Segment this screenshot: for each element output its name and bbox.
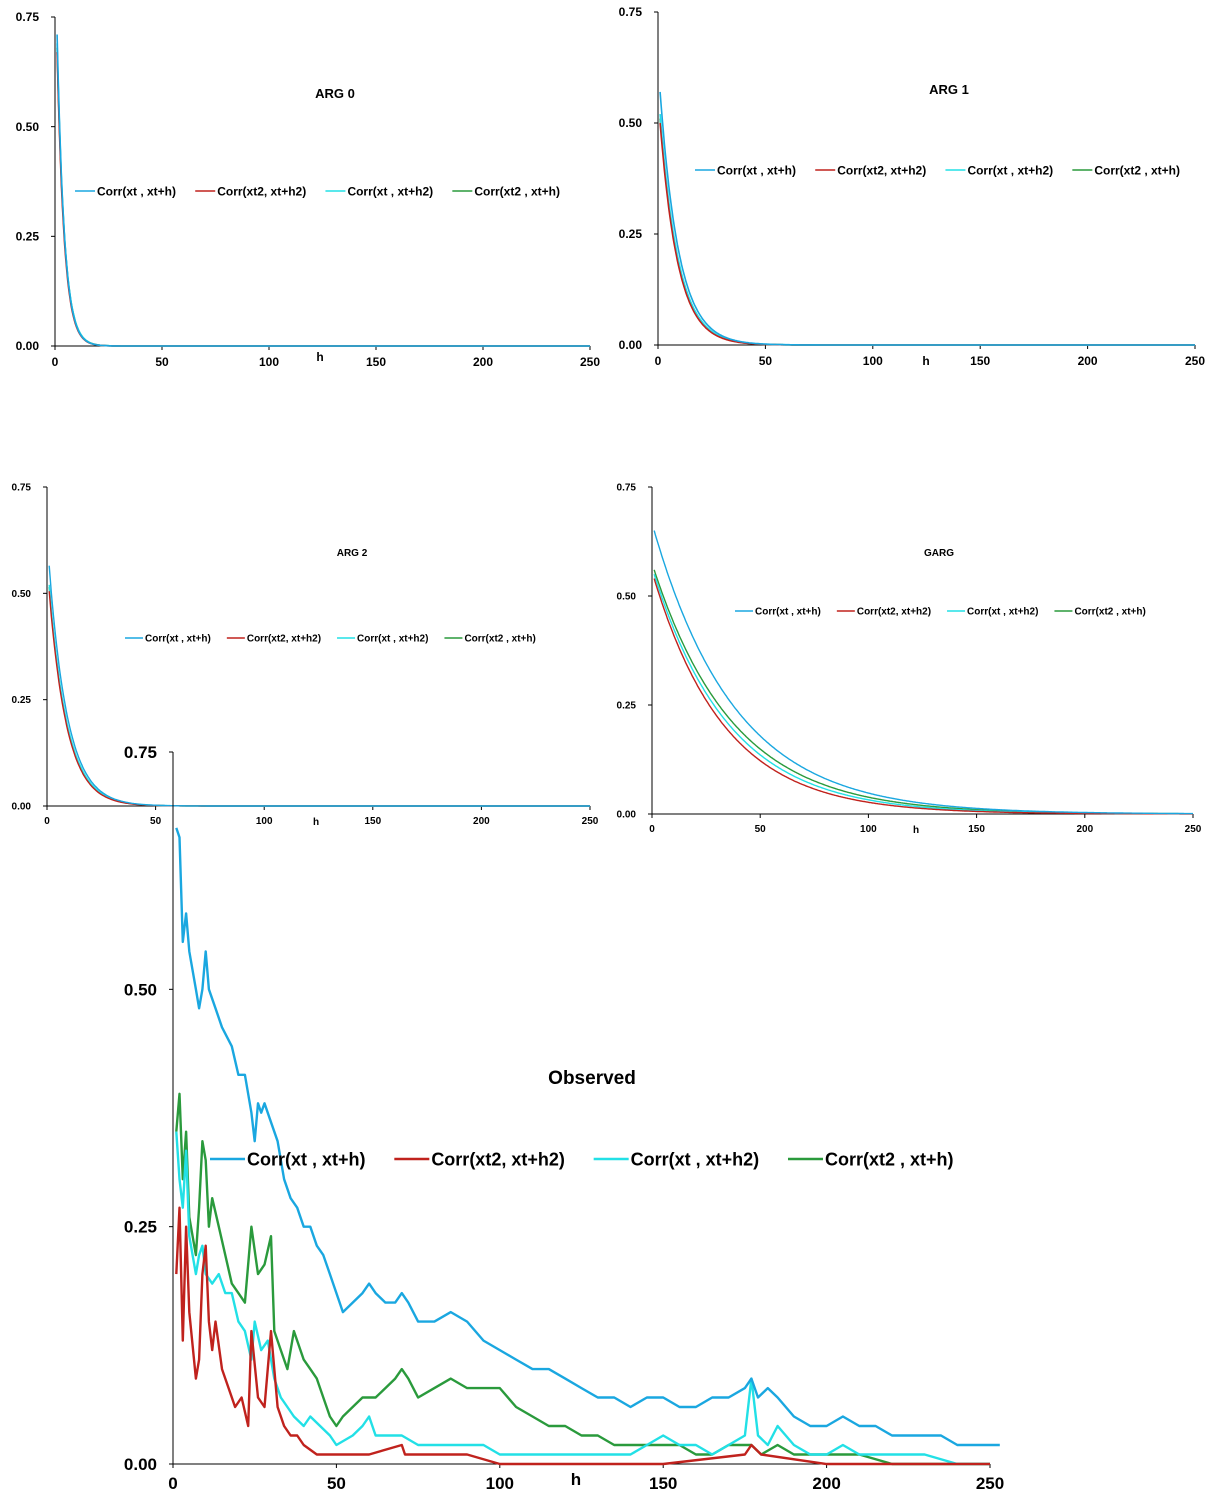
legend-label: Corr(xt2 , xt+h) xyxy=(1074,607,1145,618)
legend-label: Corr(xt2 , xt+h) xyxy=(464,634,535,645)
legend-label: Corr(xt , xt+h) xyxy=(755,607,821,618)
series-line-corr-xt-xt-h xyxy=(48,565,590,807)
y-tick-label: 0.00 xyxy=(16,339,40,353)
y-tick-label: 0.25 xyxy=(16,230,40,244)
x-tick-label: 0 xyxy=(655,354,662,368)
y-tick-label: 0.25 xyxy=(619,227,643,241)
y-tick-label: 0.75 xyxy=(16,10,40,24)
series-line-corr-xt2-xt-h2 xyxy=(653,578,1193,815)
series-line-corr-xt2-xt-h xyxy=(659,118,1195,346)
y-tick-label: 0.75 xyxy=(617,483,637,494)
x-tick-label: 150 xyxy=(364,816,381,827)
y-tick-label: 0.25 xyxy=(124,1218,157,1237)
legend-label: Corr(xt2 , xt+h) xyxy=(474,184,560,198)
y-tick-label: 0.75 xyxy=(124,743,157,762)
chart-garg: 0.00 0.25 0.50 0.75 0 50 100 150 200 250 h GARG Corr… xyxy=(617,483,1202,837)
x-tick-label: 0 xyxy=(168,1474,177,1493)
x-tick-label: 50 xyxy=(755,824,767,835)
x-axis-label: h xyxy=(922,354,929,368)
x-tick-label: 0 xyxy=(649,824,655,835)
x-tick-label: 0 xyxy=(44,816,50,827)
y-tick-label: 0.00 xyxy=(124,1455,157,1474)
series-line-corr-xt2-xt-h xyxy=(175,1092,990,1466)
legend-label: Corr(xt2, xt+h2) xyxy=(431,1149,565,1169)
legend-label: Corr(xt2 , xt+h) xyxy=(1094,163,1180,177)
x-tick-label: 250 xyxy=(580,355,600,369)
y-tick-label: 0.75 xyxy=(12,483,32,494)
legend-label: Corr(xt , xt+h2) xyxy=(967,163,1053,177)
x-tick-label: 100 xyxy=(256,816,273,827)
series-line-corr-xt-xt-h xyxy=(175,827,1000,1447)
x-tick-label: 50 xyxy=(327,1474,346,1493)
y-tick-label: 0.00 xyxy=(617,810,637,821)
x-tick-label: 100 xyxy=(486,1474,514,1493)
series-line-corr-xt-xt-h2 xyxy=(659,114,1195,346)
x-tick-label: 250 xyxy=(1185,824,1202,835)
series-line-corr-xt-xt-h xyxy=(653,530,1193,815)
y-tick-label: 0.75 xyxy=(619,5,643,19)
x-tick-label: 200 xyxy=(1076,824,1093,835)
x-tick-label: 200 xyxy=(1078,354,1098,368)
legend-label: Corr(xt , xt+h) xyxy=(97,184,176,198)
y-tick-label: 0.00 xyxy=(619,338,643,352)
x-tick-label: 200 xyxy=(812,1474,840,1493)
legend-label: Corr(xt , xt+h2) xyxy=(347,184,433,198)
x-tick-label: 50 xyxy=(155,355,169,369)
legend-label: Corr(xt , xt+h2) xyxy=(967,607,1038,618)
chart-arg2: 0.00 0.25 0.50 0.75 0 50 100 150 200 250 h ARG 2 Cor… xyxy=(12,483,599,829)
legend-label: Corr(xt2 , xt+h) xyxy=(825,1149,954,1169)
x-tick-label: 150 xyxy=(649,1474,677,1493)
x-axis-label: h xyxy=(316,350,323,364)
legend-label: Corr(xt , xt+h2) xyxy=(631,1149,760,1169)
series-line-corr-xt2-xt-h2 xyxy=(175,1206,990,1466)
x-axis-label: h xyxy=(913,825,919,836)
x-tick-label: 50 xyxy=(150,816,162,827)
legend-label: Corr(xt2, xt+h2) xyxy=(857,607,931,618)
chart-arg1: 0.00 0.25 0.50 0.75 0 50 100 150 200 250 h ARG 1 Cor… xyxy=(619,5,1206,368)
x-tick-label: 50 xyxy=(759,354,773,368)
y-tick-label: 0.50 xyxy=(16,120,40,134)
y-tick-label: 0.50 xyxy=(619,116,643,130)
y-tick-label: 0.00 xyxy=(12,802,32,813)
chart-observed: 0.00 0.25 0.50 0.75 0 50 100 150 200 250 h Observed… xyxy=(124,743,1004,1493)
chart-title: ARG 1 xyxy=(929,82,969,97)
x-tick-label: 150 xyxy=(366,355,386,369)
legend-label: Corr(xt , xt+h) xyxy=(247,1149,366,1169)
x-tick-label: 100 xyxy=(259,355,279,369)
legend-label: Corr(xt , xt+h) xyxy=(145,634,211,645)
y-tick-label: 0.25 xyxy=(12,695,32,706)
y-tick-label: 0.25 xyxy=(617,701,637,712)
x-tick-label: 200 xyxy=(473,355,493,369)
legend-label: Corr(xt2, xt+h2) xyxy=(247,634,321,645)
x-tick-label: 150 xyxy=(968,824,985,835)
legend-label: Corr(xt2, xt+h2) xyxy=(837,163,926,177)
y-tick-label: 0.50 xyxy=(617,592,637,603)
chart-title: GARG xyxy=(924,548,954,559)
chart-title: ARG 0 xyxy=(315,86,355,101)
y-tick-label: 0.50 xyxy=(124,980,157,999)
x-tick-label: 0 xyxy=(52,355,59,369)
series-line-corr-xt-xt-h xyxy=(56,34,590,347)
x-axis-label: h xyxy=(571,1470,581,1489)
legend-label: Corr(xt , xt+h) xyxy=(717,163,796,177)
x-tick-label: 100 xyxy=(863,354,883,368)
x-tick-label: 100 xyxy=(860,824,877,835)
legend-label: Corr(xt , xt+h2) xyxy=(357,634,428,645)
chart-title: ARG 2 xyxy=(337,548,368,559)
chart-arg0: 0.00 0.25 0.50 0.75 0 50 100 150 200 250 h ARG 0 Cor… xyxy=(16,10,601,369)
x-tick-label: 250 xyxy=(582,816,599,827)
y-tick-label: 0.50 xyxy=(12,589,32,600)
series-line-corr-xt2-xt-h2 xyxy=(659,122,1195,346)
x-axis-label: h xyxy=(313,817,319,828)
series-line-corr-xt-xt-h xyxy=(659,91,1195,346)
series-line-corr-xt-xt-h2 xyxy=(175,1131,990,1466)
legend-label: Corr(xt2, xt+h2) xyxy=(217,184,306,198)
x-tick-label: 250 xyxy=(976,1474,1004,1493)
x-tick-label: 250 xyxy=(1185,354,1205,368)
chart-title: Observed xyxy=(548,1068,636,1089)
x-tick-label: 200 xyxy=(473,816,490,827)
x-tick-label: 150 xyxy=(970,354,990,368)
